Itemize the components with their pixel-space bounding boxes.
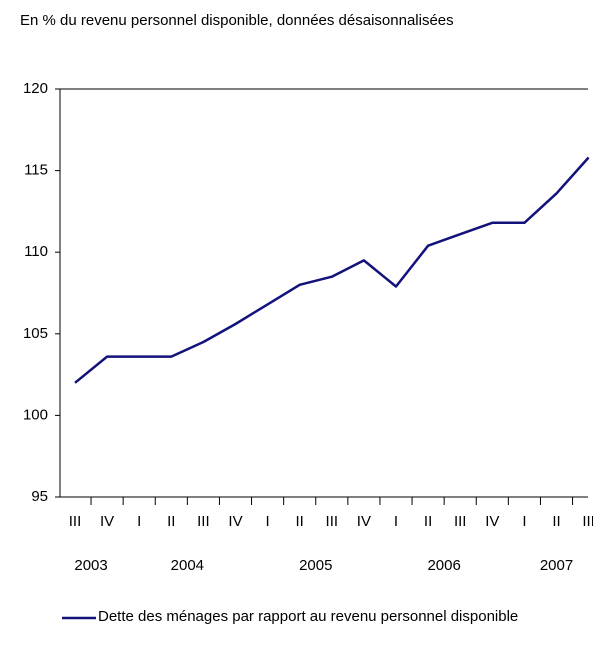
series-line <box>74 156 590 384</box>
y-tick-label: 115 <box>24 162 48 179</box>
x-tick-label: I <box>266 513 270 530</box>
x-tick-label: IV <box>357 513 371 530</box>
chart-title: En % du revenu personnel disponible, don… <box>20 12 454 29</box>
x-tick-label: II <box>167 513 175 530</box>
y-tick-label: 95 <box>31 488 48 505</box>
x-tick-label: I <box>137 513 141 530</box>
x-tick-label: III <box>582 513 593 530</box>
x-tick-label: III <box>454 513 467 530</box>
x-tick-label: I <box>394 513 398 530</box>
year-label: 2005 <box>299 557 332 574</box>
x-tick-label: II <box>552 513 560 530</box>
y-tick-label: 120 <box>23 80 48 97</box>
x-tick-label: II <box>424 513 432 530</box>
year-label: 2003 <box>74 557 107 574</box>
y-tick-label: 100 <box>23 406 48 423</box>
x-tick-label: IV <box>485 513 499 530</box>
y-tick-label: 110 <box>24 243 48 260</box>
year-label: 2007 <box>540 557 573 574</box>
x-tick-label: I <box>522 513 526 530</box>
x-tick-label: III <box>326 513 339 530</box>
legend-label: Dette des ménages par rapport au revenu … <box>98 608 519 625</box>
x-tick-label: IV <box>228 513 242 530</box>
y-tick-label: 105 <box>23 325 48 342</box>
x-tick-label: III <box>197 513 210 530</box>
x-tick-label: IV <box>100 513 114 530</box>
x-tick-label: III <box>69 513 82 530</box>
year-label: 2006 <box>427 557 460 574</box>
x-tick-label: II <box>296 513 304 530</box>
year-label: 2004 <box>171 557 204 574</box>
